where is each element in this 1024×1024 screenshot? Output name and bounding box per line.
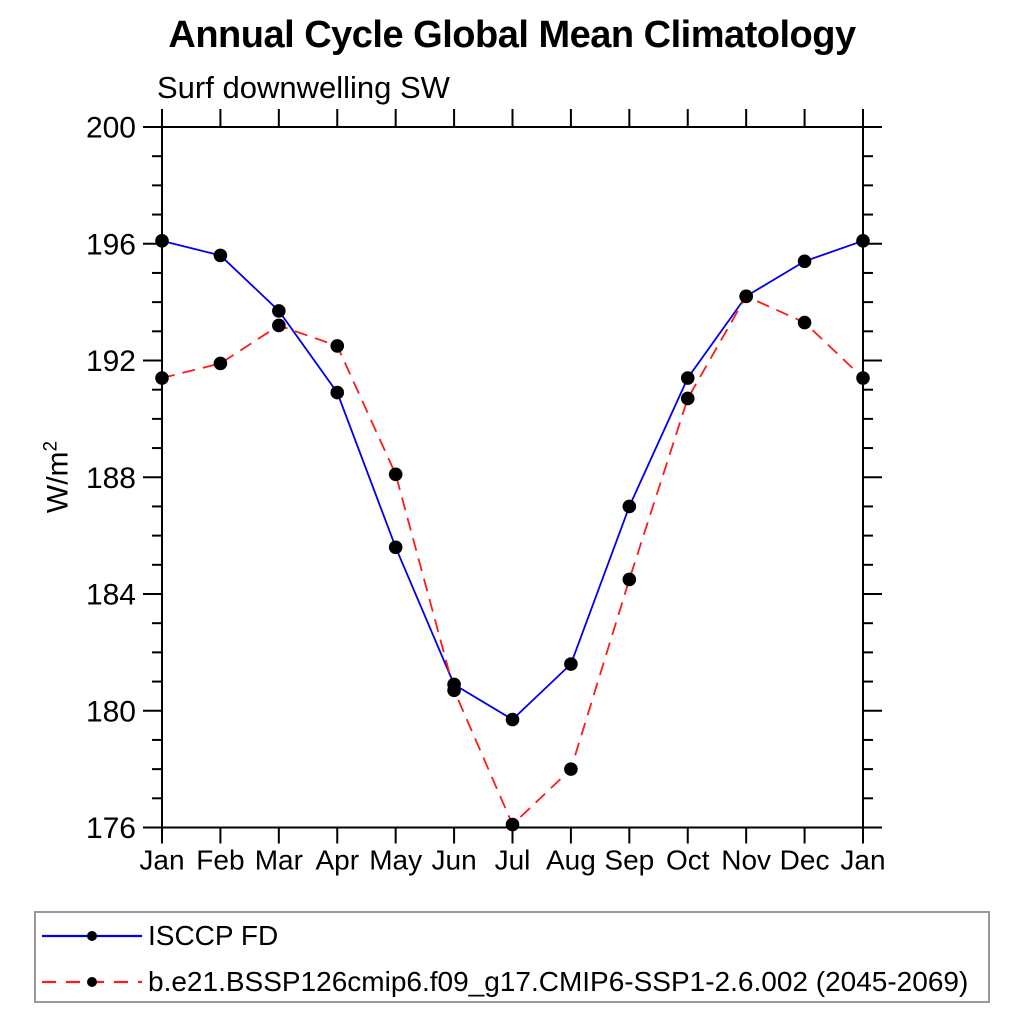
- x-tick-label: Sep: [604, 845, 654, 876]
- data-point-series-1: [447, 683, 461, 698]
- x-tick-label: Aug: [546, 845, 596, 876]
- x-tick-label: Oct: [666, 845, 710, 876]
- data-point-series-1: [564, 762, 578, 776]
- data-point-series-1: [856, 371, 870, 385]
- series-line-0: [161, 239, 864, 721]
- x-tick-label: Apr: [315, 845, 359, 876]
- x-tick-label: May: [369, 845, 422, 876]
- data-point-series-1: [213, 356, 228, 371]
- line-chart-plot-area: 176 180 184 188 192 196 200 Jan Feb Mar Apr May Jun J…: [86, 109, 886, 876]
- chart-title: Annual Cycle Global Mean Climatology: [168, 14, 856, 56]
- data-point-series-0: [155, 234, 169, 248]
- data-point-series-0: [388, 540, 403, 555]
- legend-label: b.e21.BSSP126cmip6.f09_g17.CMIP6-SSP1-2.…: [148, 966, 969, 997]
- chart-subtitle: Surf downwelling SW: [157, 70, 450, 105]
- data-point-series-0: [505, 712, 520, 727]
- x-tick-label: Nov: [721, 845, 771, 876]
- x-tick-label: Jun: [432, 845, 477, 876]
- x-tick-label: Dec: [780, 845, 830, 876]
- legend-item-isccp-fd: ISCCP FD: [40, 913, 988, 959]
- y-tick-label: 188: [86, 462, 136, 495]
- data-point-series-1: [388, 467, 403, 482]
- data-point-series-0: [330, 385, 345, 400]
- data-point-series-0: [856, 234, 870, 248]
- data-point-series-0: [797, 254, 812, 269]
- data-point-series-0: [622, 499, 637, 514]
- y-tick-label: 192: [86, 345, 136, 378]
- data-point-series-1: [330, 339, 345, 353]
- data-point-series-1: [797, 315, 812, 330]
- legend-item-cmip6-ssp1: b.e21.BSSP126cmip6.f09_g17.CMIP6-SSP1-2.…: [40, 959, 988, 1005]
- y-tick-label: 196: [86, 228, 136, 261]
- data-point-series-1: [272, 318, 286, 333]
- x-tick-label: Jan: [139, 845, 184, 876]
- legend-label: ISCCP FD: [148, 920, 279, 951]
- series-line-1: [161, 295, 864, 827]
- data-point-series-0: [564, 657, 578, 671]
- x-tick-label: Feb: [196, 845, 244, 876]
- data-point-series-0: [213, 248, 228, 263]
- y-tick-label: 200: [86, 112, 136, 145]
- y-tick-label: 180: [86, 695, 136, 728]
- data-point-series-0: [272, 304, 286, 318]
- y-tick-label: 176: [86, 812, 136, 845]
- data-point-series-1: [505, 817, 520, 832]
- legend-line-sample-solid: [42, 931, 142, 941]
- data-point-series-1: [622, 572, 637, 587]
- legend-marker-dot: [87, 931, 97, 941]
- data-point-series-1: [739, 289, 753, 304]
- data-point-series-0: [680, 371, 695, 385]
- x-tick-label: Jul: [495, 845, 531, 876]
- data-point-series-1: [680, 391, 695, 406]
- x-tick-label: Mar: [255, 845, 303, 876]
- legend: ISCCP FD b.e21.BSSP126cmip6.f09_g17.CMIP…: [34, 911, 990, 1003]
- legend-marker-dot: [87, 977, 97, 987]
- y-tick-label: 184: [86, 579, 136, 612]
- x-tick-label: Jan: [840, 845, 885, 876]
- legend-line-sample-dashed: [42, 977, 142, 987]
- data-point-series-1: [155, 371, 169, 385]
